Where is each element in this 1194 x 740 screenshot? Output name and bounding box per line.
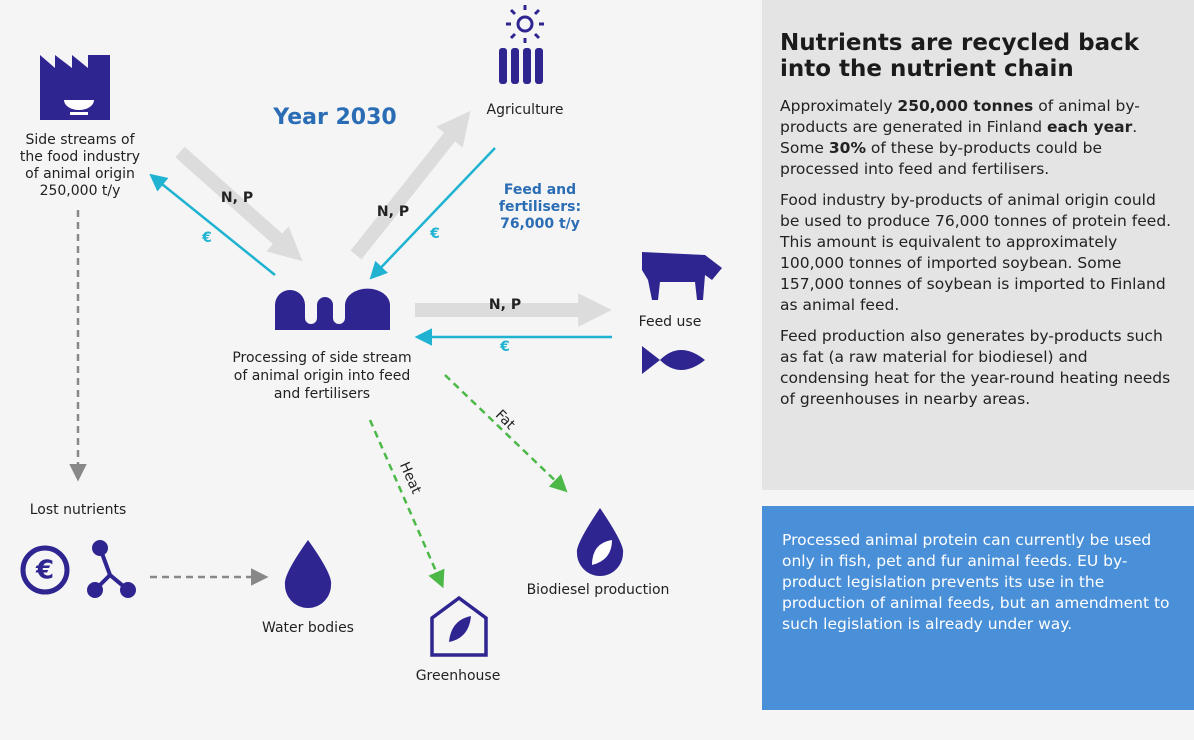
node-label: Agriculture xyxy=(487,102,564,118)
label-line: and fertilisers xyxy=(274,386,370,402)
note-box: Processed animal protein can currently b… xyxy=(762,506,1194,710)
text-run: of animal by-products are generated in F… xyxy=(780,97,1140,136)
label-line: 250,000 t/y xyxy=(40,183,121,199)
label-line: Feed and xyxy=(504,182,576,198)
leaf xyxy=(592,540,612,565)
cow-icon xyxy=(642,252,722,300)
flow-arrow xyxy=(350,110,471,260)
label-line: of animal origin xyxy=(25,166,135,182)
paragraph: Approximately 250,000 tonnes of animal b… xyxy=(780,96,1172,180)
fat-arrow xyxy=(444,374,568,493)
fish-icon xyxy=(642,346,705,374)
greenhouse-icon xyxy=(430,595,488,657)
node-label: Water bodies xyxy=(262,620,354,636)
text-run: . Some xyxy=(780,118,1138,157)
processing-label: Processing of side stream of animal origi… xyxy=(232,350,411,402)
heat-arrow xyxy=(368,419,445,589)
text-run: 30% xyxy=(828,139,866,157)
text-run: each year xyxy=(1046,118,1133,136)
text-run: Approximately xyxy=(780,97,898,115)
edge-label: € xyxy=(201,230,212,246)
paragraph: Food industry by-products of animal orig… xyxy=(780,190,1172,316)
edge-label: N, P xyxy=(377,204,409,220)
euro-icon: € xyxy=(20,545,70,595)
label-line: 76,000 t/y xyxy=(500,216,580,232)
label-line: fertilisers: xyxy=(499,199,581,215)
node-label: Biodiesel production xyxy=(527,582,670,598)
text-run: 250,000 tonnes xyxy=(897,97,1034,115)
edge-label: N, P xyxy=(221,190,253,206)
sun-icon xyxy=(506,5,544,43)
label-line: Side streams of xyxy=(25,132,135,148)
panel-body: Approximately 250,000 tonnes of animal b… xyxy=(780,96,1172,410)
paragraph: Feed production also generates by-produc… xyxy=(780,326,1172,410)
wheat-icon xyxy=(499,48,543,84)
text-run: Feed production also generates by-produc… xyxy=(780,327,1171,408)
edge-label: Fat xyxy=(492,407,518,433)
biodiesel-icon xyxy=(576,508,624,576)
money-arrow xyxy=(369,147,496,280)
water-icon xyxy=(284,540,332,608)
label-line: of animal origin into feed xyxy=(234,368,410,384)
money-arrow xyxy=(149,173,276,276)
panel-title: Nutrients are recycled back into the nut… xyxy=(780,30,1140,82)
node-label: Greenhouse xyxy=(416,668,501,684)
node-label: Lost nutrients xyxy=(30,502,127,518)
processing-icon xyxy=(275,288,390,330)
text-run: Food industry by-products of animal orig… xyxy=(780,191,1172,314)
flow-arrow xyxy=(175,146,303,262)
label-line: Processing of side stream xyxy=(232,350,411,366)
svg-text:€: € xyxy=(35,556,54,586)
edge-label: € xyxy=(499,339,510,355)
factory-icon xyxy=(40,55,110,120)
node-label: Feed use xyxy=(639,314,702,330)
label-line: the food industry xyxy=(20,149,140,165)
year-label: Year 2030 xyxy=(272,105,396,130)
text-run: of these by-products could be processed … xyxy=(780,139,1102,178)
edge-label: N, P xyxy=(489,297,521,313)
network-icon xyxy=(87,540,136,598)
edge-label: € xyxy=(429,226,440,242)
info-panel: Nutrients are recycled back into the nut… xyxy=(762,0,1194,490)
